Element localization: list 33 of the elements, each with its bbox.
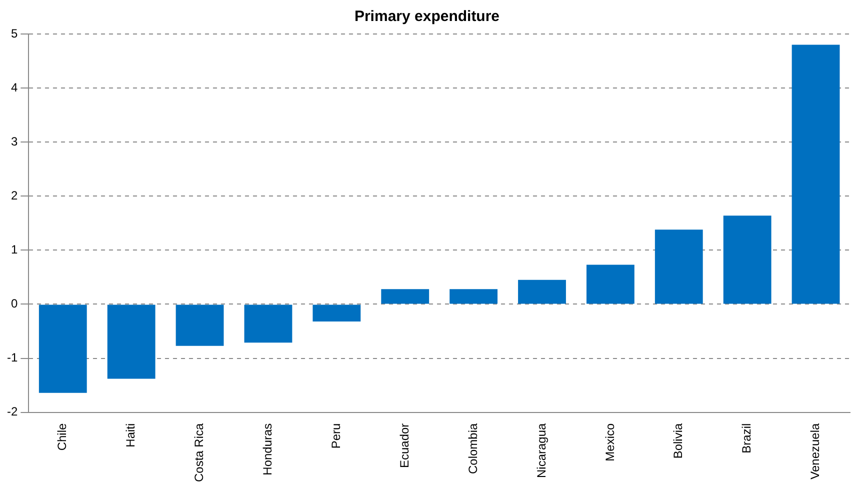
x-tick-label: Colombia: [466, 423, 480, 474]
bar: [450, 289, 498, 304]
chart-title: Primary expenditure: [354, 8, 500, 26]
x-tick-label: Chile: [55, 423, 70, 451]
y-tick-label: 5: [10, 26, 18, 40]
x-tick-label: Costa Rica: [192, 422, 206, 482]
bar: [518, 280, 566, 304]
y-tick-label: 1: [10, 242, 18, 256]
y-tick-label: 0: [10, 296, 18, 311]
y-tick-label: -1: [7, 350, 18, 365]
x-tick-label: Mexico: [602, 422, 617, 462]
x-tick-label: Honduras: [260, 423, 275, 476]
bar: [312, 304, 361, 322]
bar: [586, 264, 634, 304]
y-tick-label: -2: [7, 404, 18, 419]
bar: [176, 304, 224, 346]
x-tick-label: Haiti: [124, 423, 138, 448]
bar: [381, 289, 430, 304]
bar: [654, 230, 703, 304]
x-tick-label: Bolivia: [671, 422, 686, 459]
bar: [792, 44, 840, 304]
y-tick-label: 4: [10, 80, 18, 94]
x-tick-label: Peru: [328, 423, 343, 449]
bar: [723, 216, 772, 304]
bar: [107, 304, 156, 379]
x-tick-label: Ecuador: [397, 423, 412, 468]
bar: [38, 304, 87, 393]
bar: [244, 304, 292, 343]
y-tick-label: 2: [10, 188, 18, 202]
x-tick-label: Brazil: [740, 423, 754, 454]
x-tick-label: Venezuela: [808, 423, 822, 480]
y-tick-label: 3: [10, 134, 18, 148]
x-tick-label: Nicaragua: [534, 422, 548, 478]
